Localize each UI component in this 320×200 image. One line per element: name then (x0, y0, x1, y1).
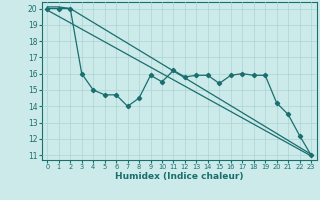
X-axis label: Humidex (Indice chaleur): Humidex (Indice chaleur) (115, 172, 244, 181)
